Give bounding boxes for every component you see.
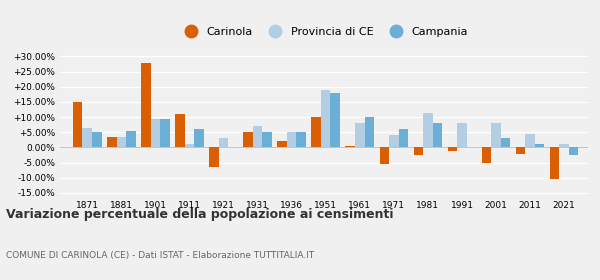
Bar: [365, 117, 374, 148]
Bar: [243, 132, 253, 148]
Bar: [413, 148, 423, 155]
Text: COMUNE DI CARINOLA (CE) - Dati ISTAT - Elaborazione TUTTITALIA.IT: COMUNE DI CARINOLA (CE) - Dati ISTAT - E…: [6, 251, 314, 260]
Bar: [423, 113, 433, 148]
Bar: [311, 117, 321, 148]
Bar: [526, 134, 535, 148]
Bar: [448, 148, 457, 151]
Bar: [92, 132, 101, 148]
Bar: [433, 123, 442, 148]
Bar: [331, 93, 340, 148]
Bar: [482, 148, 491, 163]
Bar: [262, 132, 272, 148]
Text: Variazione percentuale della popolazione ai censimenti: Variazione percentuale della popolazione…: [6, 208, 394, 221]
Bar: [321, 90, 331, 148]
Bar: [355, 123, 365, 148]
Bar: [491, 123, 501, 148]
Bar: [389, 135, 398, 148]
Legend: Carinola, Provincia di CE, Campania: Carinola, Provincia di CE, Campania: [177, 24, 471, 41]
Bar: [194, 129, 204, 148]
Bar: [457, 123, 467, 148]
Bar: [277, 141, 287, 148]
Bar: [380, 148, 389, 164]
Bar: [116, 137, 126, 148]
Bar: [550, 148, 559, 179]
Bar: [253, 126, 262, 148]
Bar: [209, 148, 219, 167]
Bar: [501, 138, 511, 148]
Bar: [287, 132, 296, 148]
Bar: [535, 144, 544, 148]
Bar: [160, 119, 170, 148]
Bar: [516, 148, 526, 153]
Bar: [296, 132, 306, 148]
Bar: [185, 144, 194, 148]
Bar: [151, 119, 160, 148]
Bar: [569, 148, 578, 155]
Bar: [126, 131, 136, 148]
Bar: [73, 102, 82, 148]
Bar: [175, 114, 185, 148]
Bar: [107, 137, 116, 148]
Bar: [141, 62, 151, 148]
Bar: [346, 146, 355, 148]
Bar: [398, 129, 408, 148]
Bar: [82, 128, 92, 148]
Bar: [219, 138, 228, 148]
Bar: [559, 144, 569, 148]
